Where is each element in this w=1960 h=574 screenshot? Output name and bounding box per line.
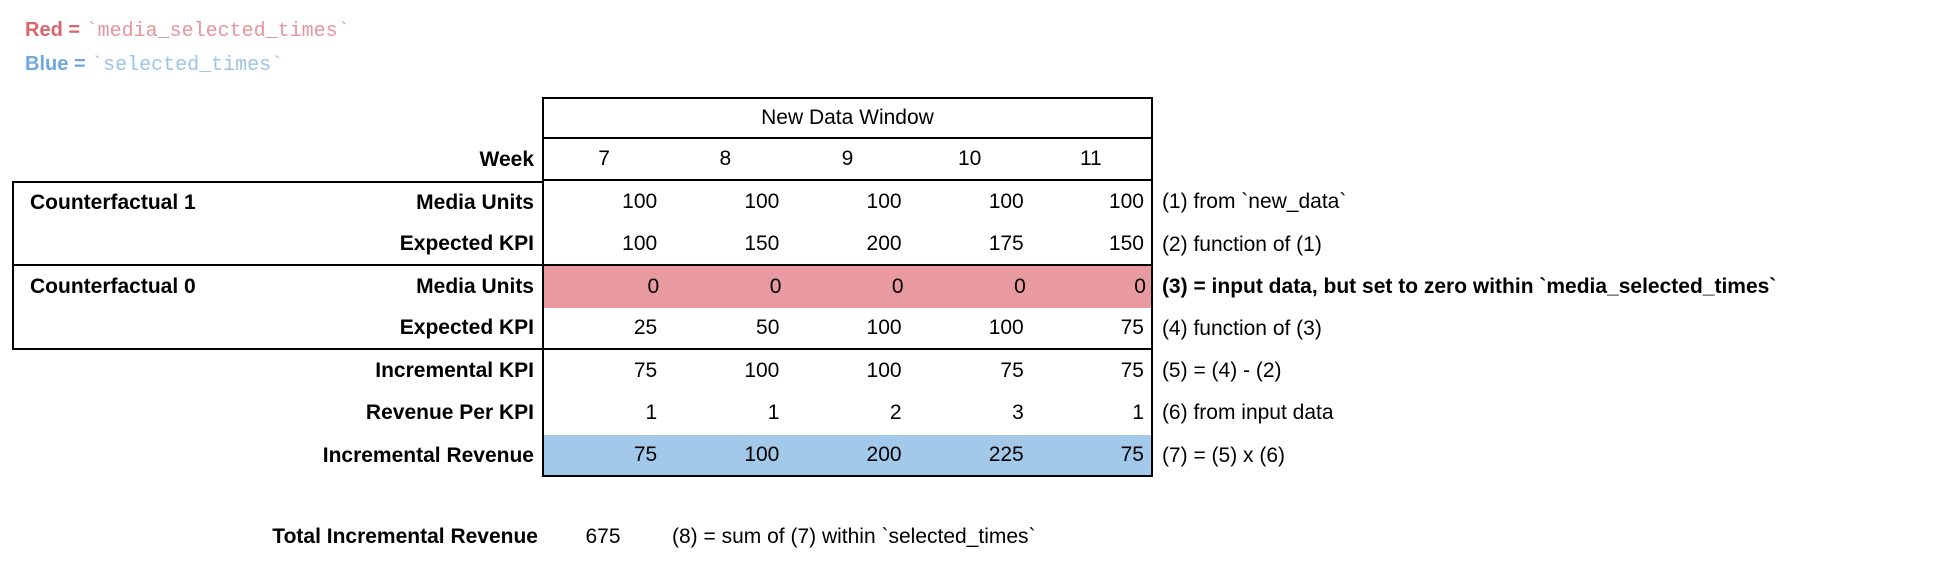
legend-blue-line: Blue = `selected_times`: [25, 48, 350, 82]
row-note: (2) function of (1): [1161, 232, 1322, 256]
data-cell-highlight-blue: 225: [908, 434, 1031, 477]
week-cell: 8: [664, 139, 787, 182]
data-cell-highlight-blue: 200: [786, 434, 909, 477]
data-cell: 100: [786, 308, 909, 351]
row-label: Incremental Revenue: [322, 443, 534, 467]
spacer: [12, 392, 302, 434]
spacer: [12, 307, 302, 351]
data-cell: 100: [866, 359, 902, 383]
row-note: (3) = input data, but set to zero within…: [1161, 274, 1777, 298]
row-note: (1) from `new_data`: [1161, 190, 1347, 214]
spacer: [1153, 139, 1953, 181]
data-cell-highlight-blue: 100: [664, 434, 787, 477]
data-cell: 175: [908, 224, 1031, 266]
spacer: [12, 350, 302, 392]
data-cell: 75: [1000, 359, 1024, 383]
data-cell: 75: [542, 350, 664, 393]
spacer: [1153, 97, 1953, 139]
total-incremental-revenue-value: 675: [585, 525, 621, 548]
data-cell: 150: [1030, 223, 1153, 266]
data-cell: 100: [988, 190, 1024, 214]
row-note: (5) = (4) - (2): [1161, 359, 1282, 383]
data-cell: 3: [1012, 401, 1024, 425]
data-cell-highlight-red: 0: [786, 265, 909, 308]
spacer: [12, 139, 302, 181]
legend-red-line: Red = `media_selected_times`: [25, 14, 350, 48]
data-cell: 100: [1031, 181, 1153, 224]
data-cell: 100: [866, 190, 902, 214]
data-cell: 100: [542, 223, 665, 266]
row-label: Expected KPI: [302, 224, 542, 266]
legend-red-label: Red =: [25, 19, 86, 41]
data-cell-highlight-red: 0: [664, 265, 787, 308]
data-cell: 1: [542, 392, 664, 435]
data-cell-highlight-red: 0: [1030, 265, 1153, 308]
data-cell: 200: [786, 224, 909, 266]
legend-blue-code: `selected_times`: [91, 54, 284, 77]
row-note: (7) = (5) x (6): [1161, 443, 1286, 467]
legend-red-code: `media_selected_times`: [85, 20, 350, 43]
row-label: Media Units: [416, 274, 534, 298]
total-incremental-revenue-note: (8) = sum of (7) within `selected_times`: [672, 525, 1036, 548]
data-cell: 100: [542, 181, 664, 224]
row-note: (4) function of (3): [1161, 317, 1322, 341]
row-label: Revenue Per KPI: [365, 401, 534, 425]
week-cell: 10: [908, 139, 1031, 182]
legend-blue-label: Blue =: [25, 53, 92, 75]
row-label: Incremental KPI: [375, 359, 534, 383]
spacer: [12, 97, 302, 139]
data-cell: 2: [889, 401, 902, 425]
data-cell: 75: [1030, 307, 1153, 351]
data-cell: 75: [1031, 350, 1153, 393]
new-data-window-header: New Data Window: [542, 97, 1153, 140]
counterfactual-table: New Data Window Week 7 8 9 10 11 Counter…: [12, 97, 1953, 477]
data-cell-highlight-blue: 75: [1030, 434, 1153, 477]
data-cell: 25: [542, 307, 665, 351]
group-label-counterfactual-1: Counterfactual 1: [12, 181, 302, 224]
data-cell: 50: [664, 308, 787, 351]
week-cell: 11: [1030, 139, 1153, 182]
week-cell: 9: [786, 139, 909, 182]
data-cell: 100: [908, 308, 1031, 351]
row-label: Media Units: [302, 181, 542, 223]
total-incremental-revenue-label: Total Incremental Revenue: [272, 525, 538, 548]
data-cell: 100: [744, 190, 780, 214]
week-row-label: Week: [479, 148, 534, 172]
data-cell: 150: [664, 224, 787, 266]
data-cell: 1: [1031, 392, 1153, 435]
data-cell: 100: [744, 359, 780, 383]
spacer: [302, 97, 542, 139]
legend: Red = `media_selected_times` Blue = `sel…: [25, 14, 350, 82]
spacer: [12, 435, 302, 477]
row-label: Expected KPI: [302, 308, 542, 351]
data-cell-highlight-red: 0: [542, 265, 665, 308]
data-cell-highlight-blue: 75: [542, 434, 665, 477]
group-label-counterfactual-0: Counterfactual 0: [12, 265, 302, 308]
data-cell: 1: [767, 401, 780, 425]
spacer: [12, 223, 302, 266]
data-cell-highlight-red: 0: [908, 265, 1031, 308]
row-note: (6) from input data: [1161, 401, 1334, 425]
week-cell: 7: [542, 139, 665, 182]
